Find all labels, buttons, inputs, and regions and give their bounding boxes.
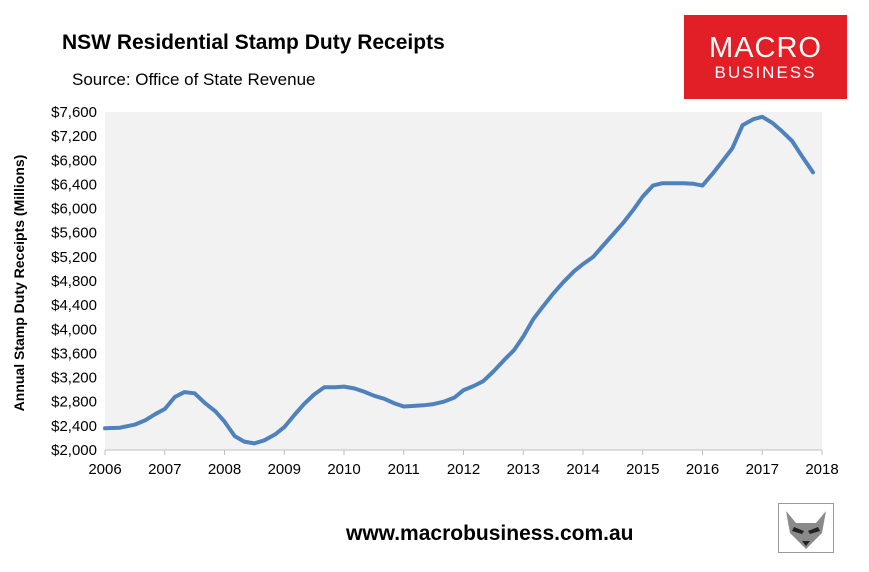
- x-tick-label: 2015: [626, 461, 659, 478]
- macrobusiness-logo: MACRO BUSINESS: [684, 15, 847, 99]
- y-tick-label: $5,200: [51, 249, 97, 266]
- x-tick-label: 2014: [566, 461, 599, 478]
- x-tick-label: 2008: [208, 461, 241, 478]
- x-tick-label: 2009: [268, 461, 301, 478]
- x-tick-label: 2017: [746, 461, 779, 478]
- x-axis: 2006 2007 2008 2009 2010 2011 2012 2013 2014 2015…: [88, 450, 839, 478]
- y-tick-label: $4,800: [51, 273, 97, 290]
- y-tick-label: $5,600: [51, 225, 97, 242]
- x-tick-label: 2010: [327, 461, 360, 478]
- y-tick-label: $6,800: [51, 152, 97, 169]
- y-tick-label: $6,400: [51, 176, 97, 193]
- series-line: [103, 114, 815, 446]
- y-tick-label: $4,000: [51, 321, 97, 338]
- y-tick-label: $6,000: [51, 201, 97, 218]
- x-tick-label: 2006: [88, 461, 121, 478]
- y-axis: $2,000 $2,400 $2,800 $3,200 $3,600 $4,000 $4,4…: [51, 104, 97, 459]
- y-tick-label: $4,400: [51, 297, 97, 314]
- plot-area: [105, 112, 822, 450]
- y-axis-label: Annual Stamp Duty Receipts (Millions): [11, 155, 27, 412]
- x-tick-label: 2011: [388, 461, 420, 478]
- logo-line-1: MACRO: [709, 32, 822, 64]
- x-tick-label: 2012: [447, 461, 480, 478]
- y-tick-label: $2,000: [51, 442, 97, 459]
- logo-line-2: BUSINESS: [714, 63, 817, 82]
- footer-url: www.macrobusiness.com.au: [346, 522, 634, 545]
- y-tick-label: $3,200: [51, 370, 97, 387]
- x-tick-label: 2016: [686, 461, 719, 478]
- y-tick-label: $2,800: [51, 394, 97, 411]
- chart-title: NSW Residential Stamp Duty Receipts: [62, 31, 445, 54]
- y-tick-label: $3,600: [51, 345, 97, 362]
- x-tick-label: 2013: [507, 461, 540, 478]
- x-tick-label: 2007: [148, 461, 181, 478]
- wolf-icon: [778, 503, 834, 553]
- y-tick-label: $7,200: [51, 128, 97, 145]
- y-tick-label: $7,600: [51, 104, 97, 121]
- x-tick-label: 2018: [805, 461, 838, 478]
- chart-source: Source: Office of State Revenue: [72, 70, 316, 89]
- y-tick-label: $2,400: [51, 418, 97, 435]
